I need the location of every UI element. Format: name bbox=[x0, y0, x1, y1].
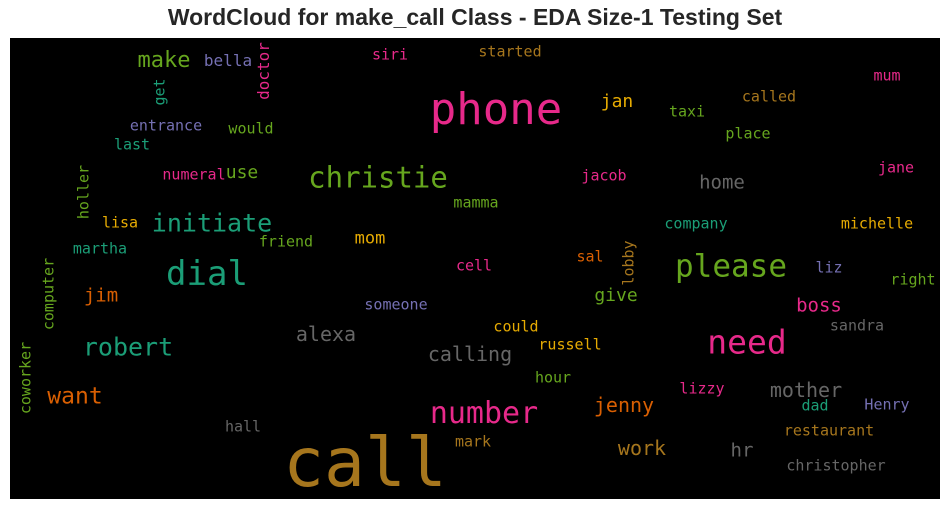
word-computer: computer bbox=[39, 257, 58, 331]
word-hall: hall bbox=[224, 417, 262, 436]
word-christie: christie bbox=[308, 160, 448, 195]
word-cell: cell bbox=[455, 256, 493, 275]
word-friend: friend bbox=[258, 232, 314, 251]
word-place: place bbox=[725, 124, 771, 143]
word-boss: boss bbox=[796, 294, 842, 317]
word-want: want bbox=[47, 383, 103, 410]
word-make: make bbox=[137, 48, 191, 73]
word-called: called bbox=[741, 87, 797, 106]
word-russell: russell bbox=[538, 335, 602, 354]
word-coworker: coworker bbox=[16, 341, 35, 415]
word-entrance: entrance bbox=[129, 116, 203, 135]
word-mum: mum bbox=[873, 66, 901, 85]
word-please: please bbox=[675, 248, 787, 285]
word-sal: sal bbox=[576, 247, 604, 266]
chart-title: WordCloud for make_call Class - EDA Size… bbox=[167, 4, 783, 30]
word-phone: phone bbox=[429, 84, 563, 135]
word-work: work bbox=[617, 436, 667, 460]
word-use: use bbox=[225, 162, 259, 183]
word-mamma: mamma bbox=[453, 193, 499, 212]
word-home: home bbox=[699, 171, 745, 194]
word-last: last bbox=[113, 135, 151, 154]
word-liz: liz bbox=[815, 258, 843, 277]
word-lisa: lisa bbox=[101, 213, 139, 232]
word-christopher: christopher bbox=[786, 456, 886, 475]
word-bella: bella bbox=[203, 51, 253, 70]
word-give: give bbox=[594, 285, 638, 306]
word-michelle: michelle bbox=[840, 214, 914, 233]
word-jan: jan bbox=[600, 91, 634, 112]
word-would: would bbox=[228, 119, 274, 138]
word-initiate: initiate bbox=[151, 208, 273, 238]
word-mark: mark bbox=[454, 432, 492, 451]
word-dial: dial bbox=[166, 254, 248, 294]
word-restaurant: restaurant bbox=[783, 421, 875, 440]
word-lobby: lobby bbox=[619, 240, 638, 286]
word-dad: dad bbox=[801, 396, 829, 415]
word-numeral: numeral bbox=[162, 165, 226, 184]
word-hr: hr bbox=[730, 439, 754, 462]
word-jane: jane bbox=[877, 158, 915, 177]
word-right: right bbox=[890, 270, 936, 289]
word-lizzy: lizzy bbox=[679, 379, 725, 398]
wordcloud-canvas: call phone christie dial please need number ini… bbox=[10, 38, 940, 499]
word-hour: hour bbox=[534, 368, 572, 387]
word-get: get bbox=[150, 78, 169, 106]
word-jenny: jenny bbox=[593, 393, 655, 417]
word-jim: jim bbox=[83, 284, 119, 307]
word-started: started bbox=[478, 42, 542, 61]
word-taxi: taxi bbox=[668, 102, 706, 121]
word-call: call bbox=[283, 424, 447, 499]
word-mom: mom bbox=[354, 228, 386, 249]
word-robert: robert bbox=[82, 332, 174, 362]
word-sandra: sandra bbox=[829, 316, 885, 335]
word-henry: Henry bbox=[864, 395, 910, 414]
word-alexa: alexa bbox=[295, 322, 357, 346]
word-holler: holler bbox=[74, 164, 93, 220]
word-calling: calling bbox=[427, 342, 513, 366]
word-jacob: jacob bbox=[581, 166, 627, 185]
word-martha: martha bbox=[72, 239, 128, 258]
word-mother: mother bbox=[769, 378, 843, 402]
word-company: company bbox=[664, 214, 728, 233]
word-need: need bbox=[707, 322, 787, 362]
word-doctor: doctor bbox=[254, 42, 273, 100]
word-could: could bbox=[493, 317, 539, 336]
word-someone: someone bbox=[364, 295, 428, 314]
word-siri: siri bbox=[371, 45, 409, 64]
word-number: number bbox=[429, 396, 539, 431]
